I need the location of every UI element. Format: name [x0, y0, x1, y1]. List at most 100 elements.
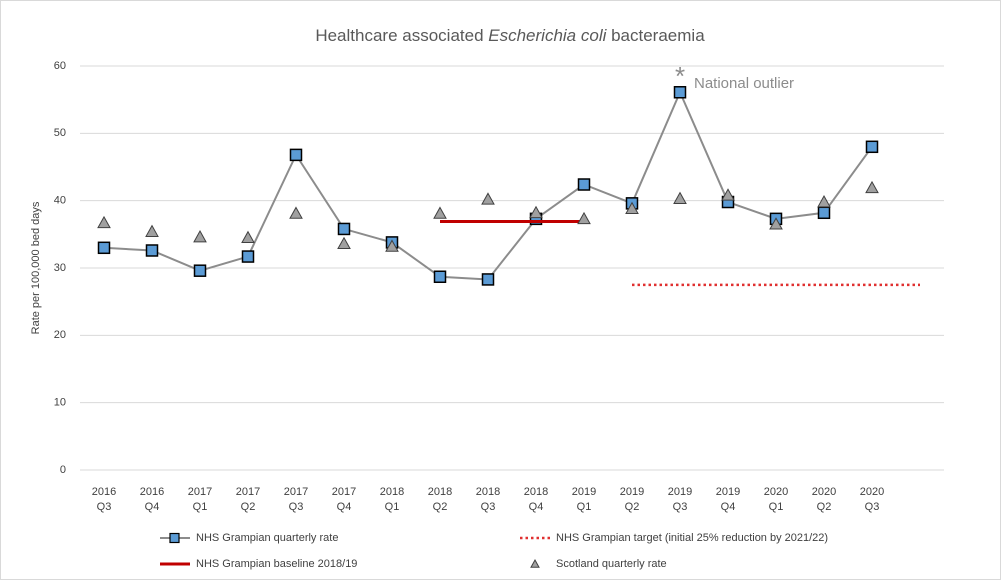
- y-tick-label: 60: [54, 60, 66, 72]
- title-part: Escherichia coli: [488, 26, 607, 45]
- y-tick-label: 0: [60, 464, 66, 476]
- title-part: bacteraemia: [606, 26, 705, 45]
- x-tick-label: 2020 Q1: [764, 486, 788, 513]
- y-axis-label: Rate per 100,000 bed days: [30, 201, 42, 334]
- x-tick-label-line: 2019: [572, 486, 596, 498]
- marker: [817, 194, 831, 208]
- x-tick-label-line: 2016: [92, 486, 116, 498]
- legend-label: NHS Grampian quarterly rate: [196, 532, 338, 544]
- marker: [241, 230, 255, 243]
- marker: [529, 205, 543, 219]
- marker: [385, 239, 399, 252]
- x-tick-label-line: Q3: [481, 501, 496, 513]
- x-tick-label-line: 2018: [476, 486, 500, 498]
- marker: [817, 206, 831, 220]
- marker: [97, 215, 111, 229]
- marker: [337, 236, 351, 250]
- x-tick-label-line: Q1: [385, 501, 400, 513]
- marker: [721, 188, 735, 201]
- x-tick-label-line: 2020: [812, 486, 836, 498]
- legend-swatch: [530, 558, 540, 568]
- legend-label: NHS Grampian target (initial 25% reducti…: [556, 532, 828, 544]
- x-tick-label: 2018 Q3: [476, 486, 500, 513]
- x-tick-label: 2018 Q1: [380, 486, 404, 513]
- x-tick-label-line: Q1: [769, 501, 784, 513]
- marker: [577, 211, 591, 225]
- marker: [481, 192, 495, 205]
- marker: [481, 273, 495, 286]
- marker: [145, 224, 159, 237]
- marker: [193, 264, 207, 277]
- x-tick-label-line: Q3: [289, 501, 304, 513]
- x-tick-label: 2020 Q2: [812, 486, 836, 513]
- marker: [865, 140, 879, 154]
- x-tick-label-line: 2017: [188, 486, 212, 498]
- marker: [433, 206, 447, 219]
- x-tick-label-line: Q1: [193, 501, 208, 513]
- x-tick-label-line: 2020: [764, 486, 788, 498]
- x-tick-label-line: 2020: [860, 486, 884, 498]
- x-tick-label-line: Q1: [577, 501, 592, 513]
- chart-title: Healthcare associated Escherichia coli b…: [315, 26, 705, 45]
- x-tick-label: 2018 Q2: [428, 486, 452, 513]
- x-tick-label-line: Q3: [865, 501, 880, 513]
- marker: [433, 270, 447, 284]
- x-tick-label-line: 2018: [428, 486, 452, 498]
- x-tick-label-line: Q2: [433, 501, 448, 513]
- legend-label: NHS Grampian baseline 2018/19: [196, 558, 357, 570]
- marker: [289, 148, 303, 162]
- x-tick-label-line: Q4: [529, 501, 544, 513]
- annotation-marker: *: [675, 61, 685, 91]
- x-tick-label-line: Q2: [817, 501, 832, 513]
- marker: [289, 206, 303, 219]
- marker: [625, 201, 639, 215]
- marker: [97, 241, 111, 255]
- x-tick-label-line: Q4: [337, 501, 352, 513]
- annotation-text: National outlier: [694, 75, 794, 92]
- marker: [673, 191, 687, 204]
- marker: [241, 250, 255, 263]
- x-tick-label-line: 2016: [140, 486, 164, 498]
- x-tick-label-line: 2017: [236, 486, 260, 498]
- x-tick-label-line: Q4: [145, 501, 160, 513]
- x-tick-label-line: Q4: [721, 501, 736, 513]
- marker: [577, 178, 591, 191]
- x-tick-label: 2018 Q4: [524, 486, 548, 513]
- marker: [193, 229, 207, 243]
- x-tick-label-line: 2019: [620, 486, 644, 498]
- y-tick-label: 30: [54, 262, 66, 274]
- marker: [145, 244, 159, 257]
- x-tick-label-line: 2019: [716, 486, 740, 498]
- y-tick-label: 40: [54, 195, 66, 207]
- marker: [769, 217, 783, 230]
- x-tick-label: 2019 Q4: [716, 486, 740, 513]
- x-tick-label-line: Q2: [625, 501, 640, 513]
- marker: [337, 222, 351, 236]
- x-tick-label-line: 2017: [284, 486, 308, 498]
- legend-label: Scotland quarterly rate: [556, 558, 667, 570]
- x-tick-label-line: 2017: [332, 486, 356, 498]
- x-tick-label: 2020 Q3: [860, 486, 884, 513]
- x-tick-label-line: 2018: [380, 486, 404, 498]
- x-tick-label: 2016 Q4: [140, 486, 164, 513]
- x-tick-label: 2017 Q2: [236, 486, 260, 513]
- x-tick-label: 2019 Q3: [668, 486, 692, 513]
- x-tick-label: 2019 Q1: [572, 486, 596, 513]
- x-tick-label-line: Q3: [673, 501, 688, 513]
- legend-swatch: [169, 532, 180, 544]
- marker: [865, 180, 879, 194]
- x-tick-label: 2017 Q3: [284, 486, 308, 513]
- marker: [673, 86, 687, 99]
- x-tick-label-line: 2018: [524, 486, 548, 498]
- x-tick-label: 2016 Q3: [92, 486, 116, 513]
- x-tick-label-line: Q2: [241, 501, 256, 513]
- x-tick-label: 2017 Q4: [332, 486, 356, 513]
- title-part: Healthcare associated: [315, 26, 488, 45]
- y-tick-label: 10: [54, 397, 66, 409]
- y-tick-label: 50: [54, 127, 66, 139]
- x-tick-label-line: 2019: [668, 486, 692, 498]
- x-tick-label: 2017 Q1: [188, 486, 212, 513]
